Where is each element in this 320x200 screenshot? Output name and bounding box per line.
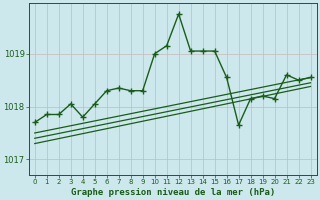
X-axis label: Graphe pression niveau de la mer (hPa): Graphe pression niveau de la mer (hPa): [70, 188, 275, 197]
